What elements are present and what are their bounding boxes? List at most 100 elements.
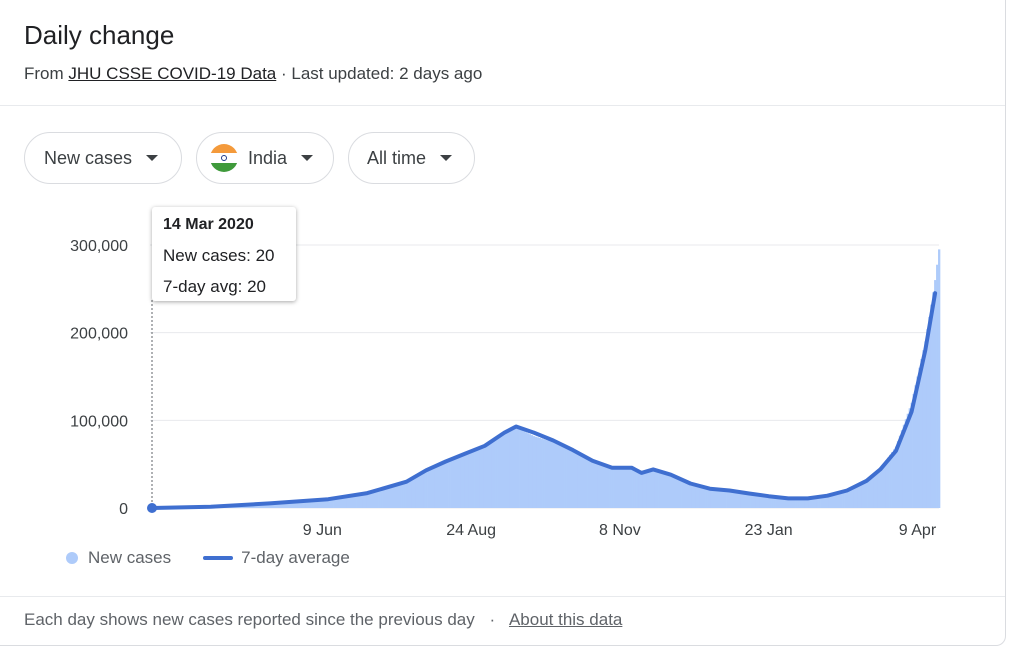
- new-cases-bar: [605, 465, 608, 508]
- new-cases-bar: [524, 432, 528, 508]
- range-dropdown[interactable]: All time: [348, 132, 475, 184]
- metric-dropdown[interactable]: New cases: [24, 132, 182, 184]
- new-cases-bar: [609, 466, 612, 508]
- new-cases-bar: [740, 491, 743, 508]
- new-cases-bar: [630, 467, 633, 508]
- new-cases-bar: [425, 468, 428, 508]
- new-cases-bar: [335, 497, 338, 508]
- new-cases-bar: [566, 448, 569, 508]
- x-tick-label-0: 9 Jun: [303, 522, 342, 539]
- new-cases-bar: [603, 464, 606, 508]
- new-cases-bar: [857, 484, 861, 508]
- new-cases-bar: [677, 478, 680, 508]
- new-cases-bar: [470, 450, 473, 508]
- new-cases-bar: [910, 402, 913, 508]
- new-cases-bar: [783, 497, 786, 508]
- new-cases-bar: [481, 445, 485, 508]
- new-cases-bar: [534, 436, 538, 508]
- footer-separator: ·: [489, 610, 496, 629]
- source-link[interactable]: JHU CSSE COVID-19 Data: [68, 64, 277, 83]
- new-cases-bar: [448, 458, 451, 508]
- new-cases-bar: [364, 492, 367, 508]
- footer-divider: [0, 596, 1005, 597]
- new-cases-bar: [583, 456, 586, 508]
- new-cases-bar: [319, 499, 322, 508]
- new-cases-bar: [922, 350, 925, 508]
- new-cases-bar: [366, 492, 369, 508]
- y-tick-label-1: 100,000: [70, 413, 128, 430]
- new-cases-bar: [483, 444, 487, 508]
- new-cases-bar: [685, 481, 688, 508]
- new-cases-bar: [669, 474, 673, 508]
- new-cases-bar: [430, 465, 434, 508]
- new-cases-bar: [667, 474, 671, 508]
- new-cases-bar: [824, 495, 827, 508]
- new-cases-bar: [873, 473, 876, 508]
- new-cases-bar: [875, 471, 878, 508]
- new-cases-bar: [569, 450, 573, 508]
- new-cases-bar: [883, 463, 886, 508]
- new-cases-bar: [932, 292, 935, 508]
- new-cases-bar: [454, 456, 457, 508]
- new-cases-bar: [327, 498, 330, 508]
- new-cases-bar: [274, 502, 277, 508]
- new-cases-bar: [391, 484, 395, 508]
- new-cases-bar: [632, 468, 635, 508]
- new-cases-bar: [750, 493, 753, 508]
- new-cases-bar: [552, 442, 555, 508]
- new-cases-bar: [779, 497, 782, 508]
- new-cases-bar: [822, 496, 825, 508]
- new-cases-bar: [268, 503, 271, 508]
- card-title: Daily change: [24, 20, 175, 50]
- new-cases-bar: [652, 469, 655, 508]
- new-cases-bar: [648, 470, 651, 508]
- about-data-link[interactable]: About this data: [508, 610, 623, 629]
- new-cases-bar: [573, 451, 577, 508]
- new-cases-legend-dot-icon: [66, 552, 78, 564]
- new-cases-bar: [656, 470, 659, 508]
- new-cases-bar: [401, 481, 404, 508]
- new-cases-bar: [368, 491, 371, 508]
- new-cases-bar: [321, 499, 324, 508]
- new-cases-bar: [456, 455, 459, 508]
- tooltip-new-cases: New cases: 20: [163, 246, 275, 265]
- x-tick-label-1: 24 Aug: [446, 522, 496, 539]
- new-cases-bar: [863, 480, 866, 508]
- new-cases-bar: [687, 482, 690, 508]
- covid-chart[interactable]: 0 100,000 200,000 300,000 9 Jun 24 Aug 8 Nov 2…: [0, 0, 1005, 600]
- new-cases-bar: [411, 476, 414, 508]
- new-cases-bar: [902, 424, 906, 508]
- new-cases-bar: [295, 501, 299, 508]
- new-cases-bar: [718, 488, 722, 508]
- new-cases-bar: [624, 467, 628, 508]
- x-tick-label-2: 8 Nov: [599, 522, 641, 539]
- new-cases-bar: [891, 452, 894, 508]
- new-cases-bar: [675, 477, 678, 508]
- new-cases-bar: [908, 408, 911, 508]
- new-cases-bar: [799, 498, 802, 508]
- new-cases-bar: [313, 499, 316, 508]
- country-dropdown[interactable]: India: [196, 132, 334, 184]
- x-axis-labels: 9 Jun 24 Aug 8 Nov 23 Jan 9 Apr: [303, 522, 937, 539]
- new-cases-bar: [495, 436, 498, 508]
- new-cases-bar: [812, 497, 816, 508]
- new-cases-bar: [542, 439, 545, 508]
- new-cases-bar: [282, 502, 285, 508]
- new-cases-bar: [544, 439, 547, 508]
- new-cases-bar: [309, 500, 312, 508]
- new-cases-bar: [830, 494, 833, 508]
- new-cases-bar: [419, 471, 422, 508]
- new-cases-bar: [370, 490, 373, 508]
- new-cases-bar: [511, 428, 514, 508]
- new-cases-bar: [528, 434, 532, 508]
- new-cases-bar: [593, 461, 596, 508]
- new-cases-bar: [646, 471, 649, 508]
- new-cases-bar: [427, 467, 430, 508]
- new-cases-bar: [846, 490, 849, 508]
- new-cases-bar: [889, 454, 892, 508]
- new-cases-bar: [877, 470, 880, 508]
- tooltip-date: 14 Mar 2020: [163, 216, 254, 233]
- new-cases-bar: [358, 493, 361, 508]
- new-cases-bar: [577, 453, 581, 508]
- new-cases-bar: [808, 498, 812, 508]
